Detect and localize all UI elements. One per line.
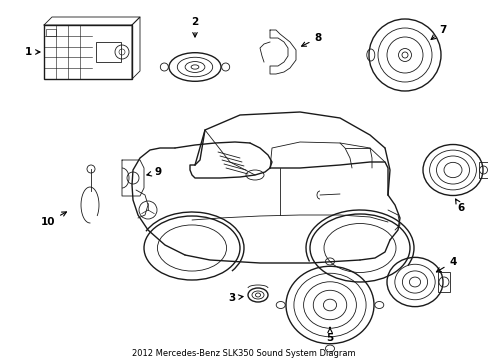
Bar <box>478 162 488 178</box>
Bar <box>46 29 56 36</box>
Text: 7: 7 <box>430 25 446 40</box>
Text: 6: 6 <box>455 199 464 213</box>
Text: 2012 Mercedes-Benz SLK350 Sound System Diagram: 2012 Mercedes-Benz SLK350 Sound System D… <box>132 348 355 357</box>
Bar <box>44 25 132 79</box>
Bar <box>96 42 121 62</box>
Text: 3: 3 <box>228 293 243 303</box>
Text: 9: 9 <box>146 167 161 177</box>
Text: 10: 10 <box>41 212 66 227</box>
Bar <box>437 272 449 292</box>
Text: 8: 8 <box>301 33 321 46</box>
Text: 2: 2 <box>191 17 198 37</box>
Text: 5: 5 <box>325 327 333 343</box>
Text: 4: 4 <box>436 257 456 272</box>
Text: 1: 1 <box>24 47 40 57</box>
